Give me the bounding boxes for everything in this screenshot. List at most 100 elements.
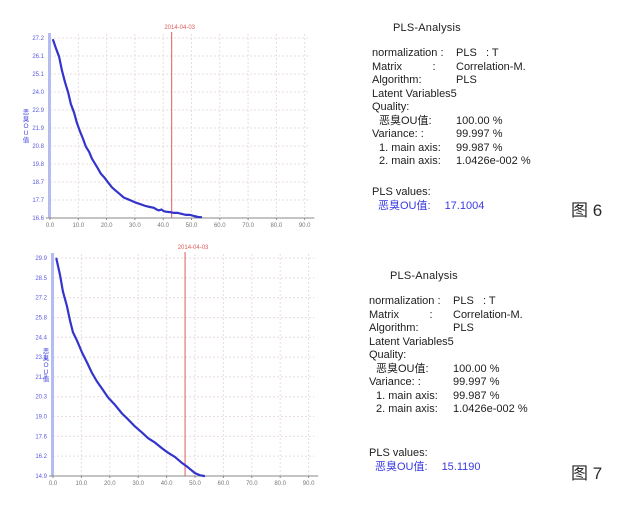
pls-value: 17.1004 bbox=[444, 199, 485, 212]
panel-row: Variance: : 99.997 % bbox=[369, 376, 604, 390]
svg-text:2014-04-03: 2014-04-03 bbox=[164, 25, 195, 31]
pls-values-label: PLS values: bbox=[372, 185, 431, 198]
pls-analysis-panel-fig7: PLS-Analysis normalization : PLS : T Matri… bbox=[369, 270, 604, 474]
svg-text:U: U bbox=[24, 130, 29, 137]
pls-values-block: PLS values: 恶臭OU值: 15.1190 bbox=[369, 447, 604, 474]
svg-text:28.5: 28.5 bbox=[35, 276, 47, 282]
panel-row: 恶臭OU值: 100.00 % bbox=[369, 363, 604, 377]
svg-text:26.1: 26.1 bbox=[32, 54, 44, 60]
panel-row: Variance: : 99.997 % bbox=[372, 128, 607, 142]
svg-text:值: 值 bbox=[43, 374, 50, 383]
svg-text:U: U bbox=[44, 369, 49, 376]
svg-text:90.0: 90.0 bbox=[303, 481, 315, 487]
svg-text:恶: 恶 bbox=[23, 108, 30, 116]
row-label: 2. main axis: bbox=[379, 155, 441, 167]
row-value: 99.987 % bbox=[453, 389, 500, 402]
svg-text:40.0: 40.0 bbox=[157, 223, 169, 229]
svg-text:27.2: 27.2 bbox=[35, 296, 47, 302]
row-value: 99.987 % bbox=[456, 141, 503, 154]
row-label: 1. main axis: bbox=[376, 389, 438, 402]
svg-text:25.1: 25.1 bbox=[32, 72, 44, 78]
row-value: 99.997 % bbox=[453, 376, 500, 388]
row-label: Algorithm: bbox=[369, 322, 419, 334]
svg-text:16.2: 16.2 bbox=[35, 454, 47, 460]
pls-values-block: PLS values: 恶臭OU值: 17.1004 bbox=[372, 186, 607, 213]
svg-text:21.7: 21.7 bbox=[35, 375, 47, 381]
svg-text:18.7: 18.7 bbox=[32, 180, 44, 186]
svg-text:值: 值 bbox=[23, 135, 30, 144]
panel-row: Algorithm: PLS bbox=[369, 322, 604, 336]
panel-title: PLS-Analysis bbox=[393, 22, 461, 34]
panel-row: 1. main axis: 99.987 % bbox=[369, 390, 604, 404]
panel-row: normalization : PLS : T bbox=[369, 295, 604, 309]
pls-values-label: PLS values: bbox=[369, 446, 428, 459]
svg-text:60.0: 60.0 bbox=[214, 223, 226, 229]
panel-row: Latent Variables5 bbox=[372, 88, 607, 102]
pls-value-line: 恶臭OU值: 15.1190 bbox=[369, 460, 604, 474]
svg-text:40.0: 40.0 bbox=[161, 481, 173, 487]
row-label: 2. main axis: bbox=[376, 403, 438, 415]
svg-text:20.0: 20.0 bbox=[101, 223, 113, 229]
pls-value-name: 恶臭OU值: bbox=[378, 199, 431, 212]
pls-value-name: 恶臭OU值: bbox=[375, 460, 428, 473]
row-label: Matrix : bbox=[369, 308, 433, 321]
svg-text:27.2: 27.2 bbox=[32, 36, 44, 42]
panel-rows: normalization : PLS : T Matrix : Correlatio… bbox=[369, 295, 604, 417]
svg-text:14.9: 14.9 bbox=[35, 474, 47, 480]
svg-text:23.1: 23.1 bbox=[35, 355, 47, 361]
panel-row: Latent Variables5 bbox=[369, 336, 604, 350]
svg-text:17.6: 17.6 bbox=[35, 434, 47, 440]
panel-row: Quality: bbox=[372, 101, 607, 115]
svg-text:17.7: 17.7 bbox=[32, 198, 44, 204]
row-value: PLS bbox=[456, 74, 477, 86]
svg-text:19.0: 19.0 bbox=[35, 415, 47, 421]
row-label: 恶臭OU值: bbox=[376, 362, 429, 375]
svg-text:0.0: 0.0 bbox=[49, 481, 58, 487]
row-label: 1. main axis: bbox=[379, 141, 441, 154]
row-value: 99.997 % bbox=[456, 128, 503, 140]
svg-text:臭: 臭 bbox=[23, 114, 30, 123]
panel-row: normalization : PLS : T bbox=[372, 47, 607, 61]
panel-row: 2. main axis: 1.0426e-002 % bbox=[372, 155, 607, 169]
svg-text:20.0: 20.0 bbox=[104, 481, 116, 487]
pls-analysis-panel-fig6: PLS-Analysis normalization : PLS : T Matri… bbox=[372, 22, 607, 213]
figure-caption-7: 图 7 bbox=[571, 464, 603, 483]
svg-text:29.9: 29.9 bbox=[35, 256, 47, 262]
panel-row: Matrix : Correlation-M. bbox=[372, 61, 607, 75]
svg-text:30.0: 30.0 bbox=[129, 223, 141, 229]
svg-text:10.0: 10.0 bbox=[72, 223, 84, 229]
row-value: 1.0426e-002 % bbox=[453, 403, 528, 415]
svg-text:60.0: 60.0 bbox=[218, 481, 230, 487]
row-value: Correlation-M. bbox=[453, 308, 523, 321]
svg-text:0.0: 0.0 bbox=[46, 223, 55, 229]
svg-text:30.0: 30.0 bbox=[132, 481, 144, 487]
row-value: 100.00 % bbox=[456, 114, 503, 127]
svg-text:2014-04-03: 2014-04-03 bbox=[178, 245, 209, 251]
figure-caption-6: 图 6 bbox=[571, 201, 603, 220]
svg-text:臭: 臭 bbox=[43, 353, 50, 362]
panel-row: Algorithm: PLS bbox=[372, 74, 607, 88]
row-value: 1.0426e-002 % bbox=[456, 155, 531, 167]
row-label: 恶臭OU值: bbox=[379, 114, 432, 127]
row-label: Quality: bbox=[369, 349, 407, 361]
svg-text:90.0: 90.0 bbox=[299, 223, 311, 229]
svg-text:70.0: 70.0 bbox=[246, 481, 258, 487]
svg-text:19.8: 19.8 bbox=[32, 162, 44, 168]
row-label: normalization : bbox=[369, 295, 441, 307]
svg-text:O: O bbox=[43, 362, 48, 369]
row-label: Variance: : bbox=[372, 128, 424, 140]
pls-value: 15.1190 bbox=[441, 460, 481, 473]
panel-row: 恶臭OU值: 100.00 % bbox=[372, 115, 607, 129]
row-label: Latent Variables5 bbox=[372, 87, 457, 100]
row-label: Variance: : bbox=[369, 376, 421, 388]
svg-text:25.8: 25.8 bbox=[35, 315, 47, 321]
svg-text:10.0: 10.0 bbox=[76, 481, 88, 487]
panel-row: Matrix : Correlation-M. bbox=[369, 309, 604, 323]
svg-text:16.6: 16.6 bbox=[32, 216, 44, 222]
row-label: Algorithm: bbox=[372, 74, 422, 86]
svg-text:70.0: 70.0 bbox=[242, 223, 254, 229]
panel-row: 2. main axis: 1.0426e-002 % bbox=[369, 403, 604, 417]
panel-row: 1. main axis: 99.987 % bbox=[372, 142, 607, 156]
